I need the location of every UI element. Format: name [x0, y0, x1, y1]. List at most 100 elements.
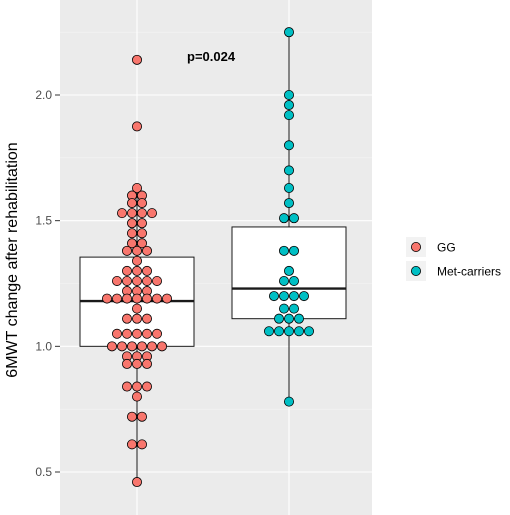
data-point-gg — [112, 275, 123, 286]
data-point-gg — [127, 238, 138, 249]
data-point-gg — [122, 293, 133, 304]
data-point-met-carriers — [263, 326, 274, 337]
data-point-met-carriers — [293, 313, 304, 324]
data-point-gg — [127, 228, 138, 239]
data-point-gg — [151, 328, 162, 339]
data-point-gg — [112, 328, 123, 339]
data-point-gg — [136, 341, 147, 352]
legend-key-gg — [410, 241, 421, 252]
data-point-met-carriers — [273, 313, 284, 324]
data-point-gg — [102, 293, 113, 304]
data-points — [102, 27, 314, 488]
data-point-gg — [131, 265, 142, 276]
data-point-gg — [136, 238, 147, 249]
data-point-gg — [136, 439, 147, 450]
data-point-gg — [122, 265, 133, 276]
data-point-gg — [131, 255, 142, 266]
data-point-gg — [117, 208, 128, 219]
data-point-gg — [131, 121, 142, 132]
data-point-gg — [122, 275, 133, 286]
y-tick-label: 2.0 — [35, 88, 52, 102]
data-point-met-carriers — [293, 326, 304, 337]
data-point-met-carriers — [288, 275, 299, 286]
data-point-gg — [122, 245, 133, 256]
data-point-gg — [131, 245, 142, 256]
data-point-gg — [141, 313, 152, 324]
data-point-met-carriers — [303, 326, 314, 337]
y-tick-label: 1.0 — [35, 339, 52, 353]
y-tick-label: 0.5 — [35, 465, 52, 479]
data-point-met-carriers — [278, 245, 289, 256]
data-point-met-carriers — [288, 245, 299, 256]
legend-label-met-carriers: Met-carriers — [437, 265, 501, 279]
data-point-gg — [127, 439, 138, 450]
data-point-gg — [136, 218, 147, 229]
data-point-met-carriers — [283, 140, 294, 151]
data-point-gg — [122, 381, 133, 392]
data-point-gg — [141, 275, 152, 286]
data-point-met-carriers — [283, 265, 294, 276]
legend: GG Met-carriers — [406, 237, 501, 281]
data-point-met-carriers — [283, 110, 294, 121]
p-value-annotation: p=0.024 — [187, 49, 236, 64]
data-point-gg — [156, 341, 167, 352]
data-point-gg — [117, 341, 128, 352]
data-point-met-carriers — [283, 313, 294, 324]
data-point-gg — [141, 328, 152, 339]
data-point-met-carriers — [288, 213, 299, 224]
data-point-met-carriers — [283, 165, 294, 176]
data-point-gg — [146, 341, 157, 352]
data-point-gg — [151, 293, 162, 304]
legend-item-met-carriers: Met-carriers — [406, 261, 501, 281]
data-point-gg — [131, 328, 142, 339]
data-point-gg — [112, 293, 123, 304]
data-point-met-carriers — [283, 182, 294, 193]
data-point-gg — [131, 381, 142, 392]
data-point-met-carriers — [273, 326, 284, 337]
data-point-gg — [131, 275, 142, 286]
data-point-met-carriers — [283, 198, 294, 209]
y-axis-title: 6MWT change after rehabilitation — [4, 142, 21, 377]
data-point-gg — [122, 328, 133, 339]
data-point-gg — [127, 341, 138, 352]
legend-key-met-carriers — [410, 265, 421, 276]
data-point-gg — [131, 54, 142, 65]
data-point-met-carriers — [283, 90, 294, 101]
data-point-gg — [107, 341, 118, 352]
data-point-met-carriers — [278, 275, 289, 286]
data-point-met-carriers — [278, 291, 289, 302]
legend-label-gg: GG — [437, 241, 456, 255]
data-point-gg — [136, 411, 147, 422]
data-point-gg — [141, 265, 152, 276]
data-point-gg — [127, 208, 138, 219]
data-point-gg — [122, 313, 133, 324]
data-point-met-carriers — [283, 27, 294, 38]
data-point-gg — [131, 182, 142, 193]
data-point-gg — [122, 358, 133, 369]
y-axis-ticks — [55, 94, 60, 473]
data-point-gg — [127, 218, 138, 229]
data-point-gg — [141, 358, 152, 369]
y-tick-label: 1.5 — [35, 214, 52, 228]
data-point-gg — [141, 293, 152, 304]
data-point-met-carriers — [278, 303, 289, 314]
data-point-gg — [136, 208, 147, 219]
data-point-met-carriers — [288, 291, 299, 302]
data-point-gg — [136, 228, 147, 239]
data-point-gg — [136, 198, 147, 209]
data-point-gg — [141, 381, 152, 392]
data-point-gg — [131, 313, 142, 324]
data-point-gg — [146, 208, 157, 219]
data-point-gg — [141, 245, 152, 256]
data-point-gg — [131, 358, 142, 369]
data-point-met-carriers — [298, 291, 309, 302]
data-point-gg — [151, 275, 162, 286]
legend-item-gg: GG — [406, 237, 456, 257]
data-point-gg — [127, 198, 138, 209]
y-axis-tick-labels: 0.5 1.0 1.5 2.0 — [35, 88, 52, 479]
data-point-met-carriers — [283, 396, 294, 407]
data-point-met-carriers — [288, 303, 299, 314]
data-point-gg — [161, 293, 172, 304]
data-point-gg — [131, 293, 142, 304]
